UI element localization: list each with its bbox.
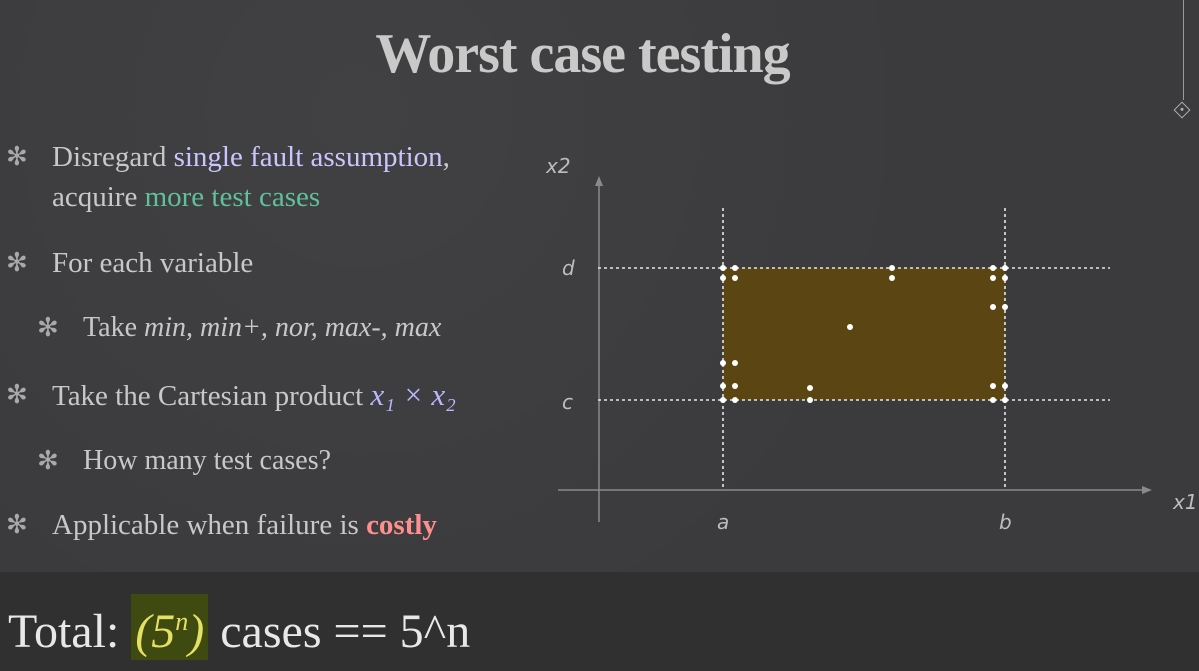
asterisk-icon: ✻ <box>6 248 28 277</box>
test-point <box>990 304 996 310</box>
diamond-icon <box>1173 101 1191 119</box>
formula-base: (5 <box>135 605 176 658</box>
diagram-svg <box>558 176 1152 522</box>
test-point <box>732 383 738 389</box>
test-point <box>1002 383 1008 389</box>
asterisk-icon: ✻ <box>6 142 28 171</box>
test-point <box>732 397 738 403</box>
bullet-cartesian: ✻ Take the Cartesian product x₁ × x₂ <box>6 375 456 416</box>
test-points <box>720 265 1008 403</box>
asterisk-icon: ✻ <box>37 446 59 475</box>
test-point <box>847 324 853 330</box>
test-point <box>990 265 996 271</box>
tick-label-c: c <box>562 390 573 414</box>
bullet-text: Disregard <box>52 141 174 173</box>
test-point <box>990 275 996 281</box>
input-domain-diagram: x2 x1 d c a b <box>540 150 1199 540</box>
slide-title: Worst case testing <box>375 23 790 85</box>
bullet-text: How many test cases? <box>83 445 332 476</box>
bullet-values: min, min+, nor, max-, max <box>144 312 442 343</box>
bullet-continuation: acquire more test cases <box>52 177 450 217</box>
asterisk-icon: ✻ <box>37 313 59 342</box>
slide: Worst case testing ✻ Disregard single fa… <box>0 0 1199 572</box>
sub-bullet-how-many: ✻ How many test cases? <box>37 441 332 481</box>
test-point <box>807 397 813 403</box>
bullet-text: For each variable <box>52 247 254 279</box>
x-axis-arrow-icon <box>1142 486 1152 494</box>
test-point <box>720 360 726 366</box>
decorative-rule <box>1183 0 1184 100</box>
test-point <box>990 383 996 389</box>
test-point <box>720 397 726 403</box>
test-point <box>807 385 813 391</box>
caption-suffix: cases == 5^n <box>208 605 471 658</box>
caption-prefix: Total: <box>8 605 132 658</box>
test-point <box>1002 397 1008 403</box>
asterisk-icon: ✻ <box>6 380 28 409</box>
bullet-applicable: ✻ Applicable when failure is costly <box>6 505 437 545</box>
highlight-single-fault: single fault assumption <box>173 141 443 173</box>
bullet-text: Take <box>83 312 145 343</box>
x-axis-label: x1 <box>1173 490 1198 514</box>
highlight-costly: costly <box>366 509 437 541</box>
bullet-text: Take the Cartesian product <box>52 380 371 412</box>
test-point <box>732 360 738 366</box>
asterisk-icon: ✻ <box>6 510 28 539</box>
sub-bullet-take-values: ✻ Take min, min+, nor, max-, max <box>37 308 442 348</box>
test-point <box>732 265 738 271</box>
test-point <box>720 265 726 271</box>
formula-close: ) <box>188 605 205 658</box>
test-point <box>1002 304 1008 310</box>
highlight-more-test-cases: more test cases <box>144 181 321 213</box>
bullet-punct: , <box>442 141 450 173</box>
test-point <box>889 265 895 271</box>
test-point <box>720 275 726 281</box>
test-point <box>732 275 738 281</box>
tick-label-d: d <box>562 256 575 280</box>
test-point <box>889 275 895 281</box>
total-cases-caption: Total: (5n) cases == 5^n <box>8 594 470 660</box>
math-product: x₁ × x₂ <box>370 377 456 412</box>
input-region <box>723 268 1005 400</box>
y-axis-arrow-icon <box>595 176 603 186</box>
test-point <box>990 397 996 403</box>
bullet-each-variable: ✻ For each variable <box>6 243 254 283</box>
test-point <box>720 383 726 389</box>
tick-label-a: a <box>717 510 730 534</box>
y-axis-label: x2 <box>546 154 571 178</box>
bullet-text: Applicable when failure is <box>52 509 367 541</box>
test-point <box>1002 275 1008 281</box>
bullet-single-fault: ✻ Disregard single fault assumption, acq… <box>6 137 450 217</box>
formula-highlight: (5n) <box>131 594 209 660</box>
bullet-text-2: acquire <box>52 181 145 213</box>
test-point <box>1002 265 1008 271</box>
tick-label-b: b <box>999 510 1012 534</box>
formula-exponent: n <box>175 607 189 636</box>
